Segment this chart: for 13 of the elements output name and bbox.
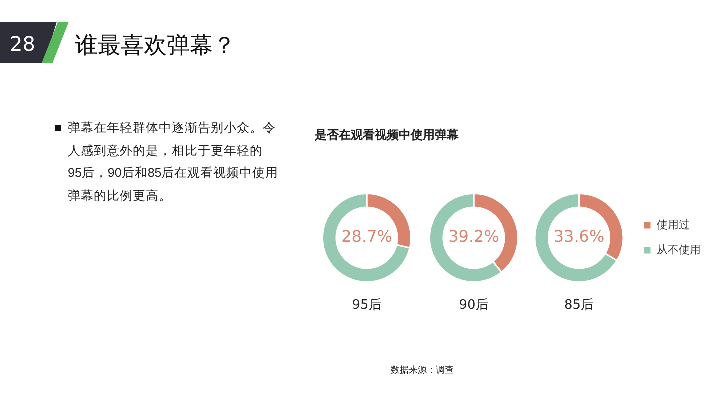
text: 95后: [351, 297, 383, 315]
text: 28: [10, 31, 36, 57]
text: 谁最喜欢弹幕？: [75, 32, 236, 61]
data-label: 33.6%: [554, 227, 605, 246]
data-label: 28.7%: [342, 227, 392, 246]
source-note: 数据来源：调查: [391, 365, 454, 377]
chart-title: 是否在观看视频中使用弹幕: [315, 127, 459, 144]
text: 85后: [563, 297, 596, 315]
legend-label: 使用过: [657, 218, 690, 232]
text: 90后: [458, 297, 490, 315]
data-label: 39.2%: [448, 227, 500, 246]
legend-label: 从不使用: [657, 243, 701, 256]
text: 弹幕在年轻群体中逐渐告别小众。令人感到意外的是，相比于更年轻的95后，90后和85后在观看视频中使用弹幕的比例更高。: [68, 121, 279, 204]
